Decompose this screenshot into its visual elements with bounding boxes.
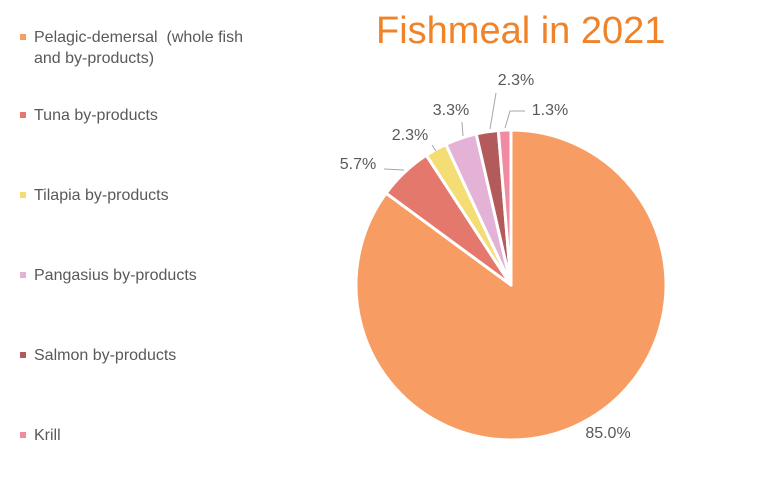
- legend-item-pelagic-demersal: Pelagic-demersal (whole fish and by-prod…: [20, 27, 300, 69]
- leader-line-salmon: [489, 92, 497, 130]
- legend-label: Krill: [34, 427, 61, 444]
- data-label-tuna: 5.7%: [340, 156, 376, 173]
- legend-label: Tuna by-products: [34, 107, 158, 124]
- data-label-tilapia: 2.3%: [392, 127, 428, 144]
- legend-swatch: [20, 272, 26, 278]
- chart-title: Fishmeal in 2021: [376, 10, 666, 52]
- pie-slice-krill: [496, 128, 513, 287]
- leader-line-pangasius: [461, 121, 464, 137]
- data-label-pelagic-demersal: 85.0%: [585, 425, 630, 442]
- leader-line-tuna: [383, 168, 405, 171]
- legend-label: Pangasius by-products: [34, 267, 197, 284]
- legend-swatch: [20, 352, 26, 358]
- leader-line-tilapia: [431, 144, 437, 152]
- legend-item-tilapia: Tilapia by-products: [20, 185, 300, 206]
- legend-swatch: [20, 192, 26, 198]
- legend-label: Pelagic-demersal (whole fish and by-prod…: [34, 29, 243, 67]
- data-label-pangasius: 3.3%: [433, 102, 469, 119]
- legend-item-krill: Krill: [20, 425, 300, 446]
- legend-label: Salmon by-products: [34, 347, 177, 364]
- legend-item-tuna: Tuna by-products: [20, 105, 300, 126]
- data-label-krill: 1.3%: [532, 102, 568, 119]
- legend-swatch: [20, 432, 26, 438]
- legend-swatch: [20, 34, 26, 40]
- legend-swatch: [20, 112, 26, 118]
- data-label-salmon: 2.3%: [498, 72, 534, 89]
- legend-item-salmon: Salmon by-products: [20, 345, 300, 366]
- legend-item-pangasius: Pangasius by-products: [20, 265, 300, 286]
- leader-line-krill: [504, 110, 525, 129]
- legend-label: Tilapia by-products: [34, 187, 169, 204]
